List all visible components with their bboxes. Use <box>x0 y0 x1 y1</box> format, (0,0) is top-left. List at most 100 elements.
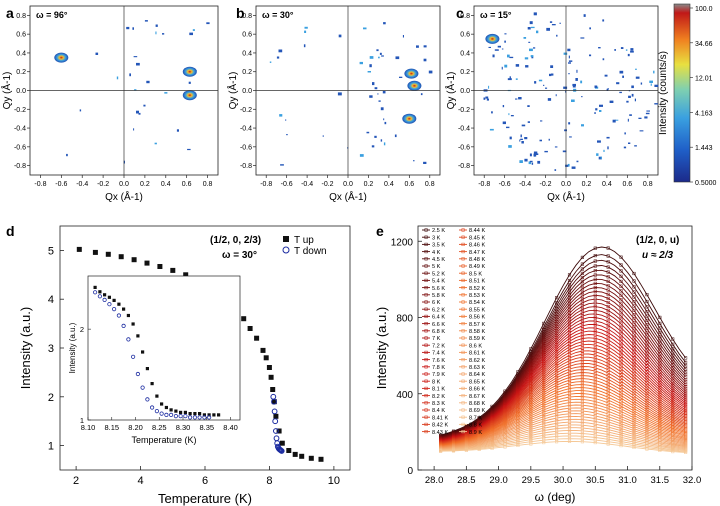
y-tick-label: 0.0 <box>242 88 252 95</box>
intensity-speckle <box>529 21 533 25</box>
curve-point <box>542 382 546 387</box>
legend-marker <box>424 307 428 311</box>
legend-label: 8.54 K <box>469 300 485 306</box>
intensity-speckle <box>537 160 541 164</box>
curve-point <box>632 375 636 379</box>
x-tick-label: -0.4 <box>519 181 531 188</box>
intensity-speckle <box>616 82 620 85</box>
curve-point <box>632 413 636 418</box>
x-tick-label: -0.8 <box>478 181 490 188</box>
curve-point <box>593 301 597 305</box>
legend-label: 6.4 K <box>432 315 445 321</box>
legend-label: 7.9 K <box>432 372 445 378</box>
curve-point <box>619 388 623 392</box>
curve-point <box>593 405 597 409</box>
curve-point <box>619 329 623 333</box>
curve-point <box>606 270 610 274</box>
intensity-speckle <box>395 56 400 60</box>
legend-marker <box>461 250 465 254</box>
curve-point <box>606 345 610 349</box>
inset-x-tick-label: 8.25 <box>152 423 167 432</box>
curve-point <box>606 260 610 264</box>
inset-t-up-point <box>160 402 164 406</box>
legend-marker <box>424 343 428 347</box>
curve-point <box>619 322 623 326</box>
t-up-point <box>183 272 189 278</box>
intensity-speckle <box>279 114 283 117</box>
temperature-curve <box>440 390 686 447</box>
curve-point <box>645 361 649 365</box>
x-tick-label: 28.5 <box>457 475 476 486</box>
intensity-speckle <box>66 153 68 157</box>
curve-point <box>542 410 546 414</box>
temperature-curve <box>440 384 686 446</box>
inset-t-up-point <box>136 334 140 338</box>
intensity-speckle <box>576 69 578 73</box>
x-tick-label: 10 <box>328 475 340 487</box>
intensity-speckle <box>527 27 531 30</box>
curve-point <box>567 273 572 277</box>
curve-point <box>593 254 597 258</box>
curve-point <box>671 350 675 354</box>
curve-point <box>658 321 662 325</box>
intensity-speckle <box>623 146 627 149</box>
intensity-speckle <box>501 66 503 70</box>
curve-point <box>580 367 584 372</box>
inset-x-tick-label: 8.20 <box>128 423 143 432</box>
intensity-speckle <box>568 62 571 64</box>
curve-point <box>671 403 675 407</box>
intensity-speckle <box>359 154 364 157</box>
t-up-point <box>292 451 298 457</box>
legend-label: 8.9 K <box>469 430 482 436</box>
curve-point <box>606 275 610 279</box>
legend-marker <box>424 314 428 318</box>
legend-marker <box>424 379 428 383</box>
t-up-point <box>279 440 285 446</box>
intensity-speckle <box>645 112 650 115</box>
curve-point <box>671 450 675 454</box>
intensity-speckle <box>280 164 284 166</box>
curve-point <box>606 386 610 390</box>
inset-t-up-point <box>107 295 111 299</box>
intensity-speckle <box>604 74 608 77</box>
legend-label: 8.2 K <box>432 394 445 400</box>
y-tick-label: 1 <box>48 441 54 453</box>
intensity-speckle <box>653 70 655 74</box>
temperature-curve <box>440 418 686 450</box>
bragg-peak-0 <box>404 68 419 79</box>
x-tick-label: 0.8 <box>203 181 213 188</box>
t-down-point <box>271 408 278 415</box>
t-down-point <box>272 418 279 425</box>
curve-point <box>619 444 623 448</box>
intensity-speckle <box>188 81 191 84</box>
intensity-speckle <box>510 115 514 117</box>
curve-point <box>632 271 636 276</box>
temperature-curve <box>440 413 686 449</box>
temperature-curve <box>440 429 686 451</box>
curve-point <box>606 292 610 296</box>
inset-t-up-point <box>126 313 130 318</box>
legend-marker <box>424 358 428 362</box>
curve-point <box>580 383 584 387</box>
intensity-speckle <box>383 142 386 146</box>
curve-point <box>632 372 636 376</box>
intensity-speckle <box>492 54 495 58</box>
intensity-speckle <box>556 34 558 37</box>
panel-letter-d: d <box>6 223 15 239</box>
y-tick-label: 400 <box>396 390 413 401</box>
x-tick-label: 29.5 <box>522 475 541 486</box>
intensity-speckle <box>144 20 148 22</box>
curve-point <box>606 401 610 405</box>
curve-point <box>593 326 597 330</box>
curve-point <box>555 345 559 349</box>
curve-point <box>593 273 597 277</box>
curve-point <box>593 289 597 293</box>
curve-point <box>580 314 584 318</box>
intensity-speckle <box>599 104 603 107</box>
y-tick-label: 3 <box>48 343 54 355</box>
curve-point <box>619 364 623 368</box>
curve-point <box>658 395 662 399</box>
curve-point <box>529 425 533 429</box>
curve-point <box>593 264 597 268</box>
curve-point <box>606 288 610 292</box>
